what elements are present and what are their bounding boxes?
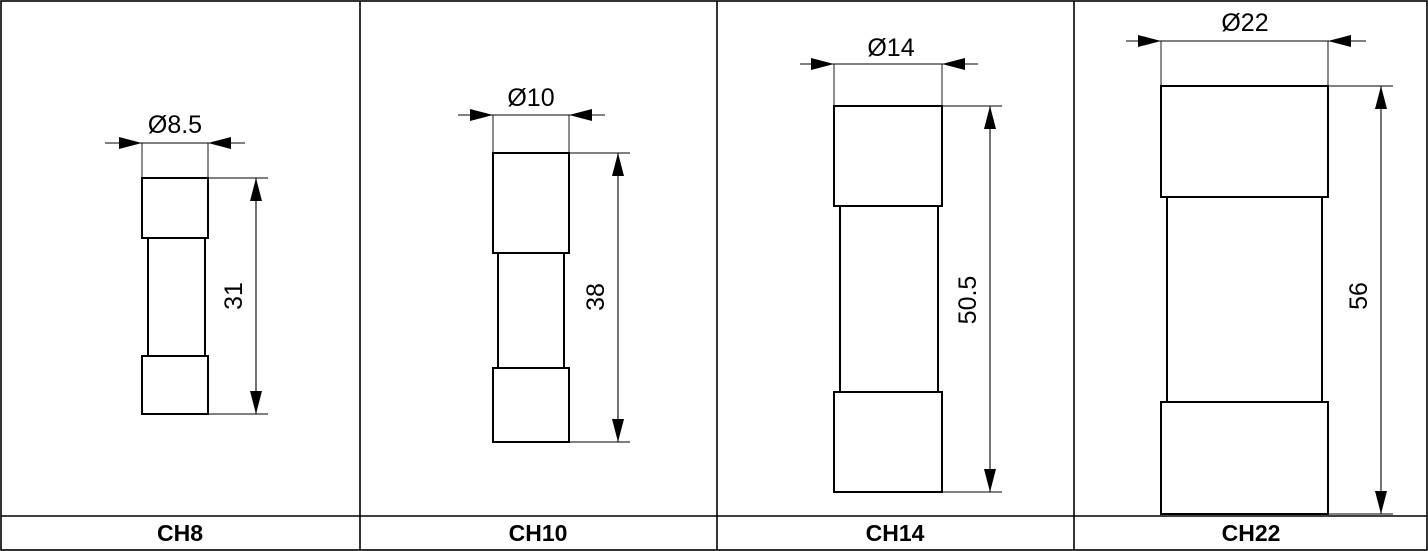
fuse-body <box>833 105 943 493</box>
length-dimension: 38 <box>569 152 630 443</box>
fuse-drawing-ch14: Ø14 50.5 <box>800 34 1002 493</box>
fuse-cap-bottom <box>141 355 209 415</box>
fuse-drawing-ch10: Ø10 38 <box>458 84 630 443</box>
fuse-cap-top <box>492 152 570 254</box>
fuse-tube <box>497 252 565 369</box>
fuse-drawing-ch22: Ø22 56 <box>1126 9 1393 515</box>
fuse-tube <box>839 205 939 393</box>
diameter-label: Ø8.5 <box>148 111 202 139</box>
model-caption-ch8: CH8 <box>157 520 203 546</box>
model-caption-ch10: CH10 <box>509 520 568 546</box>
length-label: 50.5 <box>954 276 982 325</box>
length-label: 31 <box>220 282 248 310</box>
fuse-cap-bottom <box>1160 401 1329 515</box>
fuse-cap-bottom <box>833 391 943 493</box>
fuse-drawing-ch8: Ø8.5 31 <box>105 111 268 415</box>
fuse-cap-top <box>141 177 209 239</box>
length-dimension: 31 <box>208 177 268 415</box>
diameter-label: Ø22 <box>1221 9 1268 37</box>
diameter-label: Ø10 <box>507 84 554 112</box>
length-label: 38 <box>582 283 610 311</box>
diameter-dimension: Ø14 <box>800 34 978 106</box>
diameter-dimension: Ø8.5 <box>105 111 245 178</box>
diameter-dimension: Ø10 <box>458 84 605 153</box>
length-dimension: 50.5 <box>942 105 1002 493</box>
fuse-tube <box>147 237 206 357</box>
fuse-cap-bottom <box>492 367 570 443</box>
fuse-body <box>141 177 209 415</box>
model-caption-ch14: CH14 <box>866 520 925 546</box>
caption-row: CH8 CH10 CH14 CH22 <box>157 520 1280 546</box>
fuse-cap-top <box>833 105 943 207</box>
fuse-body <box>492 152 570 443</box>
fuse-cap-top <box>1160 85 1329 198</box>
fuse-body <box>1160 85 1329 515</box>
fuse-tube <box>1166 196 1323 403</box>
length-label: 56 <box>1345 282 1373 310</box>
model-caption-ch22: CH22 <box>1222 520 1281 546</box>
diameter-dimension: Ø22 <box>1126 9 1366 86</box>
diameter-label: Ø14 <box>867 34 914 62</box>
length-dimension: 56 <box>1328 85 1393 515</box>
